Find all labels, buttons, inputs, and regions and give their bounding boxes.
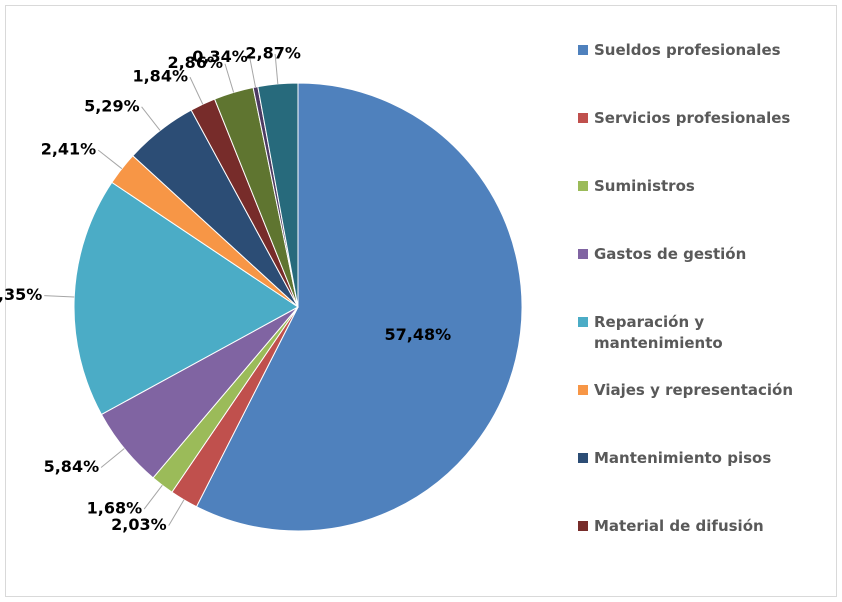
- data-label: 2,86%: [167, 53, 223, 72]
- legend-item: Sueldos profesionales: [578, 40, 833, 61]
- legend-swatch: [578, 249, 588, 259]
- legend-item: Viajes y representación: [578, 380, 833, 401]
- legend-label: Mantenimiento pisos: [594, 449, 772, 467]
- leader-line: [168, 499, 185, 526]
- leader-line: [97, 149, 123, 170]
- legend-label: Viajes y representación: [594, 381, 794, 399]
- legend-item: Material de difusión: [578, 516, 833, 537]
- data-label: 2,87%: [245, 44, 301, 63]
- data-label: 17,35%: [0, 285, 42, 304]
- legend-item: Gastos de gestión: [578, 244, 833, 265]
- legend-swatch: [578, 385, 588, 395]
- leader-line: [141, 106, 161, 131]
- legend-swatch: [578, 453, 588, 463]
- legend-swatch: [578, 113, 588, 123]
- legend-item: Mantenimiento pisos: [578, 448, 833, 469]
- legend-label: Reparación y mantenimiento: [594, 313, 723, 352]
- data-label: 5,29%: [84, 96, 140, 115]
- legend-item: Servicios profesionales: [578, 108, 833, 129]
- leader-line: [274, 53, 279, 84]
- leader-line: [189, 76, 204, 105]
- legend-label: Servicios profesionales: [594, 109, 791, 127]
- legend-label: Gastos de gestión: [594, 245, 747, 263]
- legend-item: Reparación y mantenimiento: [578, 312, 833, 354]
- leader-line: [44, 295, 75, 298]
- data-label: 57,48%: [384, 325, 451, 344]
- data-label: 1,68%: [87, 499, 143, 518]
- legend-swatch: [578, 521, 588, 531]
- legend-label: Material de difusión: [594, 517, 764, 535]
- legend-label: Suministros: [594, 177, 695, 195]
- data-label: 2,03%: [111, 515, 167, 534]
- legend-swatch: [578, 317, 588, 327]
- legend-swatch: [578, 181, 588, 191]
- legend-swatch: [578, 45, 588, 55]
- pie-slice: [195, 82, 523, 532]
- data-label: 5,84%: [44, 457, 100, 476]
- leader-line: [224, 63, 235, 93]
- data-label: 1,84%: [132, 67, 188, 86]
- legend-item: Suministros: [578, 176, 833, 197]
- legend-label: Sueldos profesionales: [594, 41, 781, 59]
- data-label: 2,41%: [41, 140, 97, 159]
- data-label: 0,34%: [192, 47, 248, 66]
- leader-line: [100, 448, 125, 468]
- leader-line: [249, 57, 256, 88]
- leader-line: [143, 484, 163, 510]
